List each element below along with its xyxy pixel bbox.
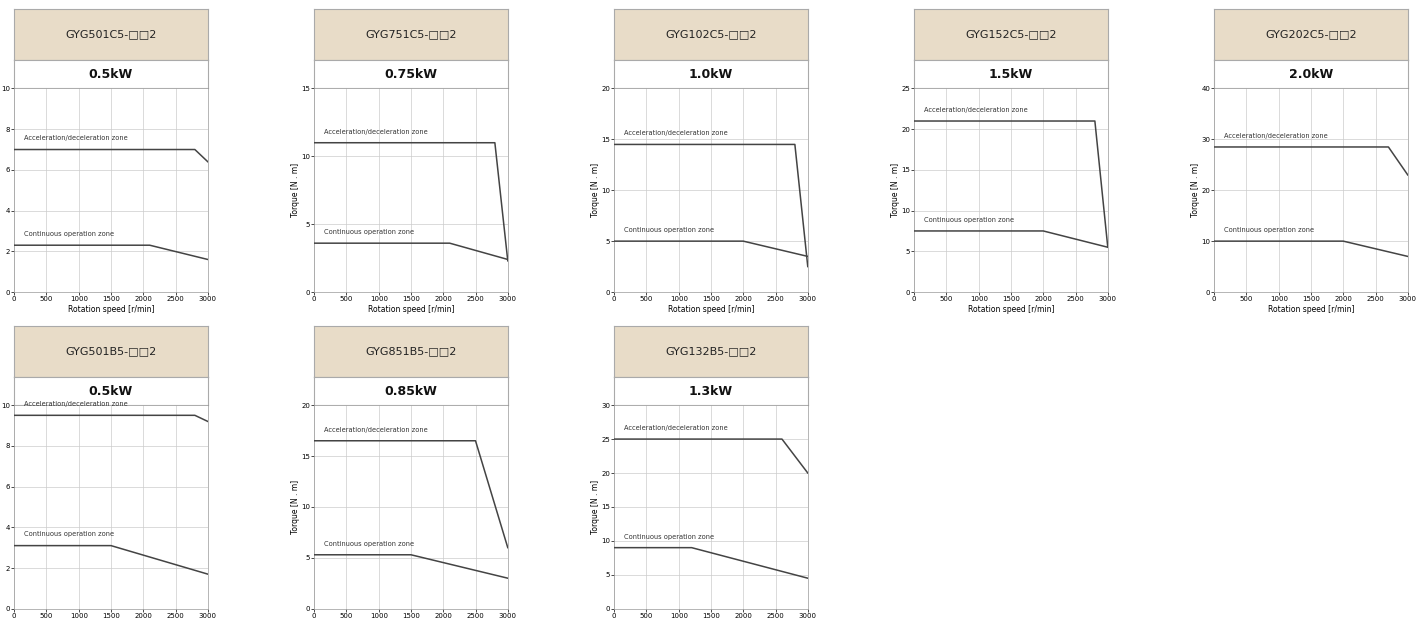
- Text: Continuous operation zone: Continuous operation zone: [24, 531, 114, 538]
- Text: Acceleration/deceleration zone: Acceleration/deceleration zone: [1224, 133, 1328, 139]
- Text: GYG202C5-□□2: GYG202C5-□□2: [1266, 30, 1357, 40]
- Text: Continuous operation zone: Continuous operation zone: [24, 231, 114, 237]
- Text: GYG851B5-□□2: GYG851B5-□□2: [365, 347, 456, 357]
- X-axis label: Rotation speed [r/min]: Rotation speed [r/min]: [668, 305, 754, 314]
- Text: Continuous operation zone: Continuous operation zone: [624, 533, 714, 540]
- Text: Acceleration/deceleration zone: Acceleration/deceleration zone: [624, 425, 728, 431]
- Y-axis label: Torque [N . m]: Torque [N . m]: [890, 163, 900, 218]
- Text: 1.0kW: 1.0kW: [688, 68, 734, 81]
- X-axis label: Rotation speed [r/min]: Rotation speed [r/min]: [68, 305, 154, 314]
- Text: 2.0kW: 2.0kW: [1288, 68, 1334, 81]
- Text: Acceleration/deceleration zone: Acceleration/deceleration zone: [324, 129, 428, 135]
- Text: Continuous operation zone: Continuous operation zone: [324, 541, 414, 547]
- Text: Acceleration/deceleration zone: Acceleration/deceleration zone: [24, 135, 128, 142]
- Text: 0.5kW: 0.5kW: [88, 384, 134, 397]
- Text: GYG501C5-□□2: GYG501C5-□□2: [65, 30, 156, 40]
- Text: 1.5kW: 1.5kW: [988, 68, 1034, 81]
- Y-axis label: Torque [N . m]: Torque [N . m]: [1190, 163, 1200, 218]
- Text: GYG751C5-□□2: GYG751C5-□□2: [365, 30, 456, 40]
- Text: GYG501B5-□□2: GYG501B5-□□2: [65, 347, 156, 357]
- Text: 0.5kW: 0.5kW: [88, 68, 134, 81]
- Y-axis label: Torque [N . m]: Torque [N . m]: [290, 480, 300, 534]
- Text: GYG102C5-□□2: GYG102C5-□□2: [665, 30, 757, 40]
- Text: Acceleration/deceleration zone: Acceleration/deceleration zone: [624, 130, 728, 137]
- Text: 0.85kW: 0.85kW: [384, 384, 438, 397]
- Text: Acceleration/deceleration zone: Acceleration/deceleration zone: [324, 426, 428, 433]
- Text: GYG132B5-□□2: GYG132B5-□□2: [665, 347, 757, 357]
- X-axis label: Rotation speed [r/min]: Rotation speed [r/min]: [1268, 305, 1354, 314]
- Text: Acceleration/deceleration zone: Acceleration/deceleration zone: [24, 401, 128, 407]
- Text: Continuous operation zone: Continuous operation zone: [924, 217, 1014, 223]
- Text: Continuous operation zone: Continuous operation zone: [624, 227, 714, 233]
- Y-axis label: Torque [N . m]: Torque [N . m]: [290, 163, 300, 218]
- Text: Continuous operation zone: Continuous operation zone: [324, 229, 414, 235]
- X-axis label: Rotation speed [r/min]: Rotation speed [r/min]: [368, 305, 454, 314]
- Text: Continuous operation zone: Continuous operation zone: [1224, 227, 1314, 233]
- X-axis label: Rotation speed [r/min]: Rotation speed [r/min]: [968, 305, 1054, 314]
- Y-axis label: Torque [N . m]: Torque [N . m]: [590, 163, 600, 218]
- Text: 1.3kW: 1.3kW: [688, 384, 734, 397]
- Text: GYG152C5-□□2: GYG152C5-□□2: [966, 30, 1057, 40]
- Text: Acceleration/deceleration zone: Acceleration/deceleration zone: [924, 107, 1028, 113]
- Y-axis label: Torque [N . m]: Torque [N . m]: [590, 480, 600, 534]
- Text: 0.75kW: 0.75kW: [384, 68, 438, 81]
